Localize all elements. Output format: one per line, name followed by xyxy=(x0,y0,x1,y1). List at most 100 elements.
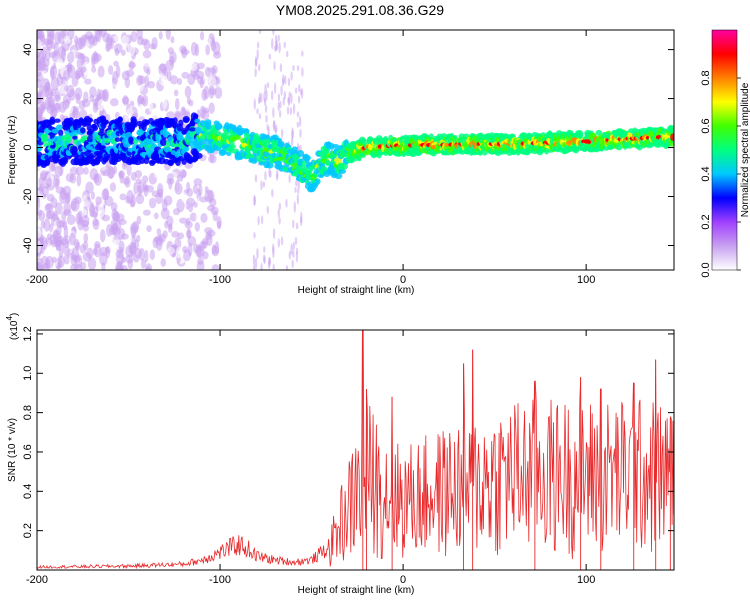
spectrogram-speckle xyxy=(167,173,174,182)
colorbar-tick-label: 0.8 xyxy=(700,70,712,85)
spectrogram-y-tick-label: 40 xyxy=(22,43,34,55)
snr-x-tick-label: -200 xyxy=(26,574,48,586)
spectrogram-speckle xyxy=(86,247,94,259)
spectrogram-x-axis: -200 -100 0 100 xyxy=(26,30,595,286)
spectrogram-speckle xyxy=(83,166,89,176)
spectrogram-speckle xyxy=(136,215,142,225)
spectrogram-speckle xyxy=(90,46,95,53)
snr-y-tick-label: 1.0 xyxy=(22,366,34,381)
spectrogram-speckle xyxy=(278,202,282,211)
spectrogram-ridge-cell xyxy=(104,137,111,144)
spectrogram-speckle xyxy=(295,247,299,255)
spectrogram-speckle xyxy=(105,43,111,53)
spectrogram-speckle xyxy=(165,30,171,40)
spectrogram-speckle xyxy=(271,188,274,198)
spectrogram-speckle xyxy=(260,180,263,191)
spectrogram-speckle xyxy=(39,170,48,181)
spectrogram-speckle xyxy=(264,170,267,181)
spectrogram-speckle xyxy=(70,264,78,270)
spectrogram-ridge-cell xyxy=(296,149,305,157)
snr-y-tick-label: 0.8 xyxy=(22,405,34,420)
spectrogram-speckle xyxy=(165,59,174,71)
spectrogram-speckle xyxy=(147,80,156,89)
spectrogram-speckle xyxy=(41,45,47,60)
spectrogram-speckle xyxy=(180,106,186,116)
spectrogram-speckle xyxy=(37,39,42,53)
spectrogram-ridge-cell xyxy=(258,161,265,166)
spectrogram-speckle xyxy=(141,94,149,107)
spectrogram-speckle xyxy=(141,175,149,184)
spectrogram-speckle xyxy=(152,237,159,249)
spectrogram-speckle xyxy=(254,68,257,78)
spectrogram-speckle xyxy=(278,41,281,54)
spectrogram-speckle xyxy=(280,128,284,139)
spectrogram-speckle xyxy=(156,182,164,197)
spectrogram-speckle xyxy=(211,264,220,270)
spectrogram-speckle xyxy=(260,215,264,225)
spectrogram-speckle xyxy=(182,30,192,37)
spectrogram-ridge-cell xyxy=(77,144,84,152)
spectrogram-speckle xyxy=(203,85,210,100)
spectrogram-speckle xyxy=(286,50,289,58)
spectrogram-speckle xyxy=(204,227,213,235)
spectrogram-ridge-cell xyxy=(195,152,203,159)
spectrogram-speckle xyxy=(109,98,119,107)
spectrogram-speckle xyxy=(252,254,256,265)
spectrogram-ridge-cell xyxy=(350,157,358,162)
spectrogram-speckle xyxy=(142,49,152,59)
spectrogram-speckle xyxy=(53,94,61,103)
spectrogram-speckle xyxy=(272,243,275,253)
spectrogram-speckle xyxy=(174,97,180,111)
spectrogram-speckle xyxy=(63,225,69,240)
spectrogram-ridge-cell xyxy=(321,165,327,170)
spectrogram-speckle xyxy=(113,43,123,54)
spectrogram-speckle xyxy=(49,234,59,245)
spectrogram-speckle xyxy=(292,64,295,72)
spectrogram-ridge-cell xyxy=(314,178,321,185)
spectrogram-speckle xyxy=(192,184,198,195)
spectrogram-speckle xyxy=(74,70,82,79)
spectrogram-speckle xyxy=(207,189,215,203)
snr-scale-label: (x104) xyxy=(5,313,20,340)
spectrogram-speckle xyxy=(208,102,215,114)
spectrogram-speckle xyxy=(176,77,183,85)
spectrogram-y-tick-label: -20 xyxy=(22,189,34,205)
spectrogram-speckle xyxy=(211,65,218,75)
spectrogram-speckle xyxy=(39,31,45,42)
spectrogram-speckle xyxy=(258,30,262,35)
spectrogram-x-label: Height of straight line (km) xyxy=(298,285,415,296)
spectrogram-ridge-cell xyxy=(304,158,310,164)
spectrogram-speckle xyxy=(99,252,108,266)
spectrogram-speckle xyxy=(253,232,256,239)
colorbar-frame xyxy=(711,29,738,271)
spectrogram-speckle xyxy=(136,30,143,40)
spectrogram-speckle xyxy=(273,60,276,71)
spectrogram-ridge-cell xyxy=(149,159,157,165)
spectrogram-speckle xyxy=(87,233,96,242)
spectrogram-ridge-cell xyxy=(595,129,603,136)
svg-text:(x104): (x104) xyxy=(5,313,20,340)
spectrogram-speckle xyxy=(97,99,105,112)
spectrogram-ridge-cell xyxy=(188,122,195,127)
spectrogram-speckle xyxy=(177,232,185,240)
spectrogram-speckle xyxy=(278,216,281,225)
snr-x-tick-label: -100 xyxy=(209,574,231,586)
spectrogram-speckle xyxy=(138,247,145,261)
spectrogram-speckle xyxy=(208,84,215,99)
spectrogram-speckle xyxy=(75,37,83,51)
spectrogram-speckle xyxy=(82,240,89,251)
spectrogram-speckle xyxy=(275,44,279,51)
spectrogram-speckle xyxy=(195,70,205,79)
spectrogram-x-tick-label: 0 xyxy=(400,274,406,286)
spectrogram-speckle xyxy=(63,69,71,82)
spectrogram-speckle xyxy=(296,65,300,72)
spectrogram-speckle xyxy=(118,218,127,226)
spectrogram-ridge-cell xyxy=(55,124,63,131)
spectrogram-speckle xyxy=(120,35,129,48)
spectrogram-speckle xyxy=(295,179,298,187)
spectrogram-ridge-cell xyxy=(274,160,283,166)
spectrogram-speckle xyxy=(297,180,300,190)
spectrogram-speckle xyxy=(75,166,85,176)
spectrogram-speckle xyxy=(59,113,65,123)
spectrogram-speckle xyxy=(52,174,60,189)
